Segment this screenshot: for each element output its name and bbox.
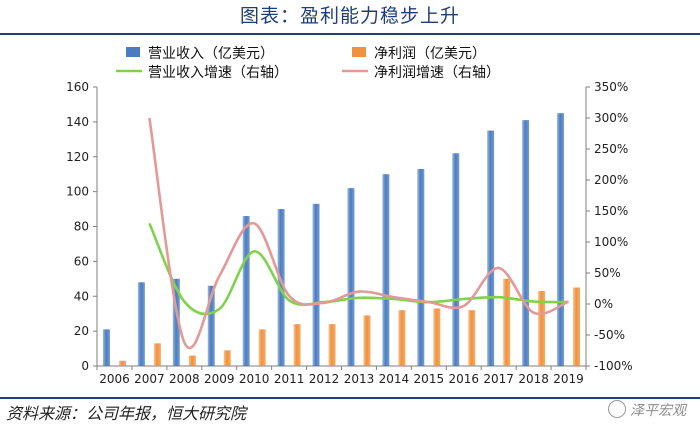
revenue-growth-line	[148, 222, 569, 316]
net-profit-bar	[258, 329, 266, 366]
x-tick-label: 2015	[414, 372, 445, 386]
right-tick-label: -100%	[594, 359, 633, 373]
revenue-bar	[242, 216, 250, 366]
net-profit-bar	[363, 315, 371, 366]
bars	[102, 113, 581, 366]
right-tick-label: 100%	[594, 235, 628, 249]
x-tick-label: 2010	[239, 372, 270, 386]
left-tick-label: 20	[74, 324, 89, 338]
chart-caption: 图表：盈利能力稳步上升	[239, 5, 460, 27]
legend-swatch	[126, 47, 140, 57]
x-tick-label: 2014	[379, 372, 410, 386]
legend-label: 营业收入增速（右轴）	[148, 65, 288, 81]
net-profit-bar	[223, 350, 231, 366]
net-profit-bar	[468, 310, 476, 366]
revenue-bar	[452, 153, 460, 366]
x-tick-label: 2011	[274, 372, 305, 386]
right-tick-label: 150%	[594, 204, 628, 218]
x-tick-label: 2017	[483, 372, 514, 386]
legend: 营业收入（亿美元） 净利润（亿美元） 营业收入增速（右轴） 净利润增速（右轴）	[116, 46, 500, 81]
left-tick-label: 0	[81, 359, 89, 373]
x-tick-label: 2016	[448, 372, 479, 386]
revenue-bar	[417, 168, 425, 366]
left-tick-label: 160	[66, 80, 89, 94]
legend-label: 净利润增速（右轴）	[374, 65, 500, 81]
left-tick-label: 120	[66, 150, 89, 164]
revenue-bar	[172, 278, 180, 366]
right-tick-label: 50%	[594, 266, 621, 280]
x-tick-label: 2013	[344, 372, 375, 386]
net-profit-bar	[328, 324, 336, 366]
right-tick-label: 250%	[594, 142, 628, 156]
x-tick-label: 2012	[309, 372, 340, 386]
right-tick-label: -50%	[594, 328, 625, 342]
net-profit-bar	[293, 324, 301, 366]
net-profit-bar	[153, 343, 161, 366]
revenue-bar	[207, 285, 215, 366]
left-tick-label: 140	[66, 115, 89, 129]
net-profit-bar	[433, 308, 441, 366]
source-note: 资料来源：公司年报，恒大研究院	[6, 404, 247, 423]
left-tick-label: 60	[74, 254, 89, 268]
caption-rule	[0, 33, 700, 35]
net-profit-bar	[573, 287, 581, 366]
chart-area: 营业收入（亿美元） 净利润（亿美元） 营业收入增速（右轴） 净利润增速（右轴） 0 20…	[66, 46, 633, 386]
revenue-bar	[102, 329, 110, 366]
legend-label: 营业收入（亿美元）	[148, 46, 274, 62]
revenue-bar	[522, 120, 530, 366]
net-profit-growth-line	[148, 117, 570, 350]
left-tick-label: 40	[74, 289, 89, 303]
net-profit-bar	[538, 291, 546, 366]
net-profit-bar	[398, 310, 406, 366]
left-tick-label: 100	[66, 185, 89, 199]
revenue-bar	[312, 203, 320, 366]
revenue-bar	[382, 174, 390, 366]
right-tick-label: 200%	[594, 173, 628, 187]
revenue-bar	[347, 188, 355, 366]
legend-swatch	[352, 47, 366, 57]
net-profit-bar	[188, 355, 196, 366]
revenue-bar	[557, 113, 565, 366]
wechat-icon	[608, 400, 626, 418]
x-tick-label: 2019	[553, 372, 584, 386]
left-tick-label: 80	[74, 220, 89, 234]
watermark: 泽平宏观	[608, 400, 686, 420]
legend-label: 净利润（亿美元）	[374, 46, 486, 62]
lines	[148, 117, 570, 350]
right-tick-label: 0%	[594, 297, 613, 311]
footer-rule	[0, 397, 700, 399]
watermark-text: 泽平宏观	[630, 403, 686, 419]
x-tick-label: 2007	[134, 372, 165, 386]
x-tick-label: 2009	[204, 372, 235, 386]
net-profit-bar	[503, 278, 511, 366]
revenue-bar	[137, 282, 145, 366]
revenue-bar	[487, 130, 495, 366]
right-tick-label: 350%	[594, 80, 628, 94]
right-tick-label: 300%	[594, 111, 628, 125]
x-tick-label: 2018	[518, 372, 549, 386]
net-profit-bar	[118, 360, 126, 366]
x-tick-label: 2006	[99, 372, 130, 386]
x-tick-label: 2008	[169, 372, 200, 386]
